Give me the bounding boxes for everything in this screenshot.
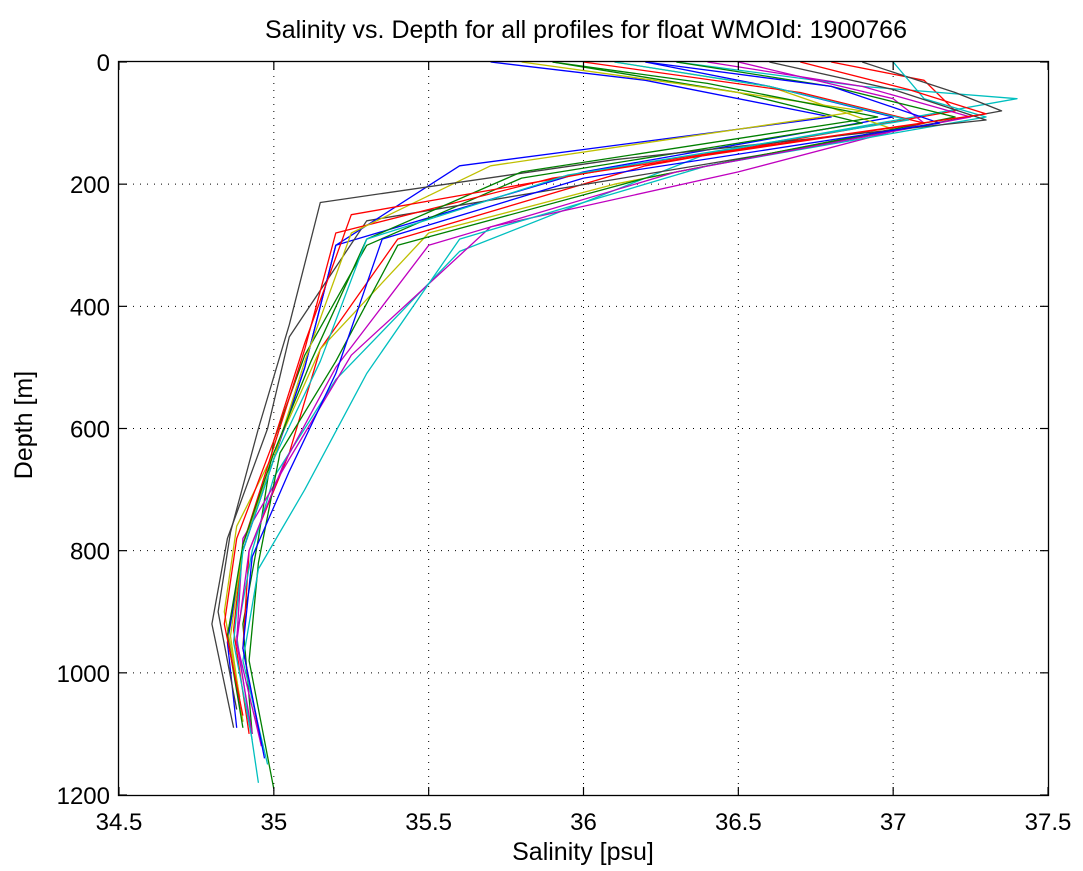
x-tick-label: 34.5 — [96, 809, 143, 836]
profile-line — [236, 61, 1018, 783]
profile-line — [242, 61, 941, 759]
y-tick-label: 1200 — [57, 783, 110, 810]
y-tick-label: 800 — [70, 539, 110, 566]
profile-line — [242, 61, 956, 747]
y-tick-label: 200 — [70, 172, 110, 199]
y-tick-label: 0 — [97, 50, 110, 77]
plot-frame — [117, 60, 1050, 797]
profile-line — [229, 61, 863, 722]
y-axis-tick-labels: 0 200 400 600 800 1000 1200 — [57, 50, 110, 810]
profile-line — [236, 61, 972, 735]
profile-line — [242, 61, 987, 765]
y-tick-label: 1000 — [57, 661, 110, 688]
x-tick-label: 35 — [260, 809, 287, 836]
y-axis-title: Depth [m] — [10, 371, 38, 479]
grid-lines — [119, 62, 1048, 795]
chart-title: Salinity vs. Depth for all profiles for … — [265, 16, 907, 44]
x-tick-label: 35.5 — [405, 809, 452, 836]
profile-line — [226, 61, 879, 728]
x-axis-title: Salinity [psu] — [512, 838, 654, 866]
x-tick-label: 36 — [570, 809, 597, 836]
y-tick-label: 600 — [70, 417, 110, 444]
x-tick-label: 36.5 — [715, 809, 762, 836]
x-tick-label: 37 — [880, 809, 907, 836]
profile-line — [217, 61, 987, 710]
profile-lines — [211, 61, 1018, 790]
profile-line — [223, 61, 987, 716]
x-axis-tick-labels: 34.5 35 35.5 36 36.5 37 37.5 — [96, 809, 1072, 836]
x-tick-label: 37.5 — [1025, 809, 1072, 836]
profile-line — [248, 61, 956, 790]
profile-line — [236, 61, 925, 747]
y-tick-label: 400 — [70, 294, 110, 321]
profile-line — [242, 61, 863, 734]
profile-line — [232, 61, 910, 741]
profile-line — [232, 61, 925, 734]
